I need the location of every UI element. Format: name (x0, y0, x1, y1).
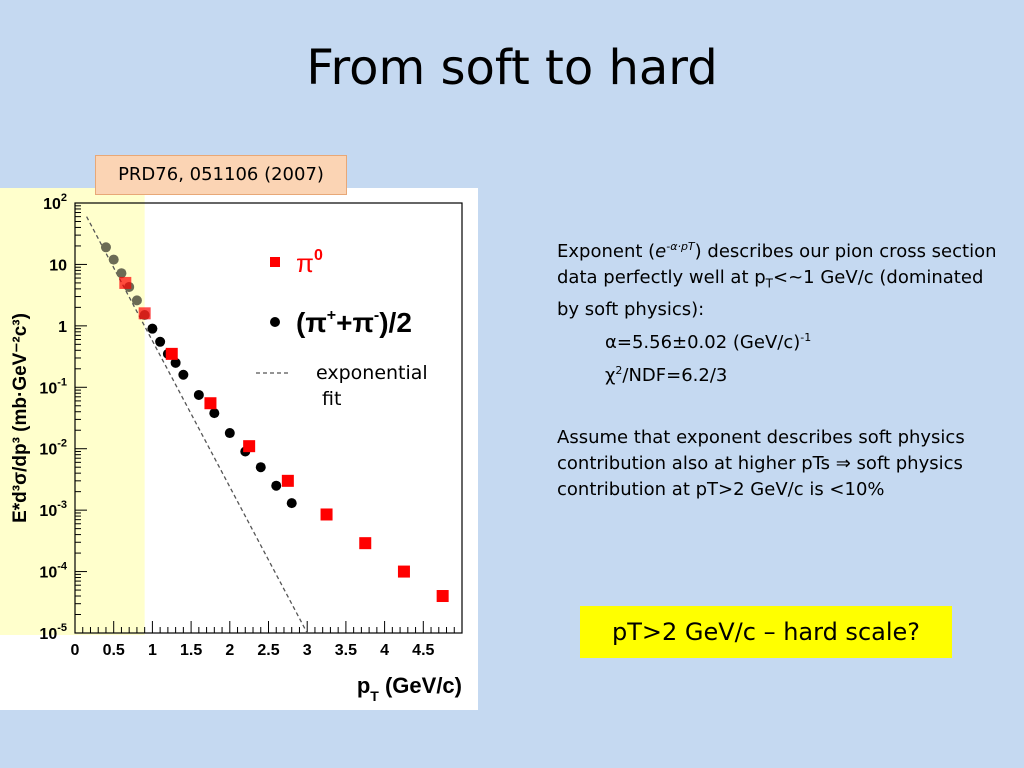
pi0-point (119, 276, 132, 289)
x-tick-label: 1.5 (180, 642, 202, 659)
fit-legend-label: exponential fit (316, 360, 428, 412)
y-tick-label: 10-2 (39, 438, 67, 459)
charged-pion-point (155, 336, 166, 347)
charged-pion-point (193, 389, 204, 400)
legend-pi0-label: π0 (296, 247, 323, 278)
cross-section-chart: 0 0.5 1 1.5 2 2.5 3 3.5 4 4.5 102 10 1 10-1 10-2 10-3 10… (0, 188, 463, 704)
x-tick-label: 0.5 (103, 642, 125, 659)
alpha-value: α=5.56±0.02 (GeV/c)-1 (605, 330, 812, 353)
x-tick-label: 0 (71, 642, 80, 659)
slide-title: From soft to hard (306, 40, 718, 96)
pi0-point (397, 565, 410, 578)
chart-panel: 0 0.5 1 1.5 2 2.5 3 3.5 4 4.5 102 10 1 10-1 10-2 10-3 10… (0, 188, 478, 710)
pi0-point (138, 307, 151, 320)
pi0-point (320, 508, 333, 521)
y-tick-label: 10 (49, 257, 67, 274)
x-tick-label: 4.5 (412, 642, 434, 659)
description-paragraph-2: Assume that exponent describes soft phys… (557, 426, 965, 500)
y-axis-label: E*d³σ/dp³ (mb·GeV⁻²c³) (10, 313, 31, 523)
pi0-point (243, 440, 256, 453)
y-tick-label: 1 (58, 319, 67, 336)
legend-charged-marker (270, 317, 280, 327)
charged-pion-point (116, 268, 127, 279)
charged-pion-point (147, 323, 158, 334)
y-tick-label: 10-5 (39, 622, 67, 643)
charged-pion-point (170, 357, 181, 368)
charged-pion-point (209, 408, 220, 419)
x-tick-label: 3.5 (335, 642, 357, 659)
description-paragraph-1: Exponent (e-α·pT) describes our pion cro… (557, 240, 997, 320)
charged-pion-point (131, 295, 142, 306)
y-tick-label: 102 (43, 192, 67, 213)
y-tick-label: 10-4 (39, 561, 67, 582)
pi0-point (436, 590, 449, 603)
y-tick-label: 10-3 (39, 499, 67, 520)
pi0-point (281, 474, 294, 487)
hard-scale-callout: pT>2 GeV/c – hard scale? (580, 606, 952, 658)
reference-label: PRD76, 051106 (2007) (95, 155, 347, 195)
charged-pion-point (224, 428, 235, 439)
x-tick-label: 1 (148, 642, 157, 659)
charged-pion-point (108, 254, 119, 265)
x-axis-label: pT (GeV/c) (357, 673, 462, 704)
charged-pion-point (286, 498, 297, 509)
pi0-point (204, 397, 217, 410)
legend-charged-label: (π++π-)/2 (296, 307, 412, 338)
pi0-point (165, 347, 178, 360)
charged-pion-point (178, 369, 189, 380)
legend-pi0-marker (270, 257, 280, 267)
chi2-value: χ2/NDF=6.2/3 (605, 363, 728, 386)
soft-region-band (0, 188, 145, 635)
charged-pion-point (255, 462, 266, 473)
charged-pion-point (100, 242, 111, 253)
y-tick-label: 10-1 (39, 376, 67, 397)
x-tick-label: 3 (303, 642, 312, 659)
x-tick-label: 2.5 (257, 642, 279, 659)
description-text: Exponent (e-α·pT) describes our pion cro… (557, 234, 1002, 503)
x-tick-label: 2 (225, 642, 234, 659)
x-tick-label: 4 (380, 642, 389, 659)
charged-pion-point (271, 480, 282, 491)
pi0-point (359, 537, 372, 550)
